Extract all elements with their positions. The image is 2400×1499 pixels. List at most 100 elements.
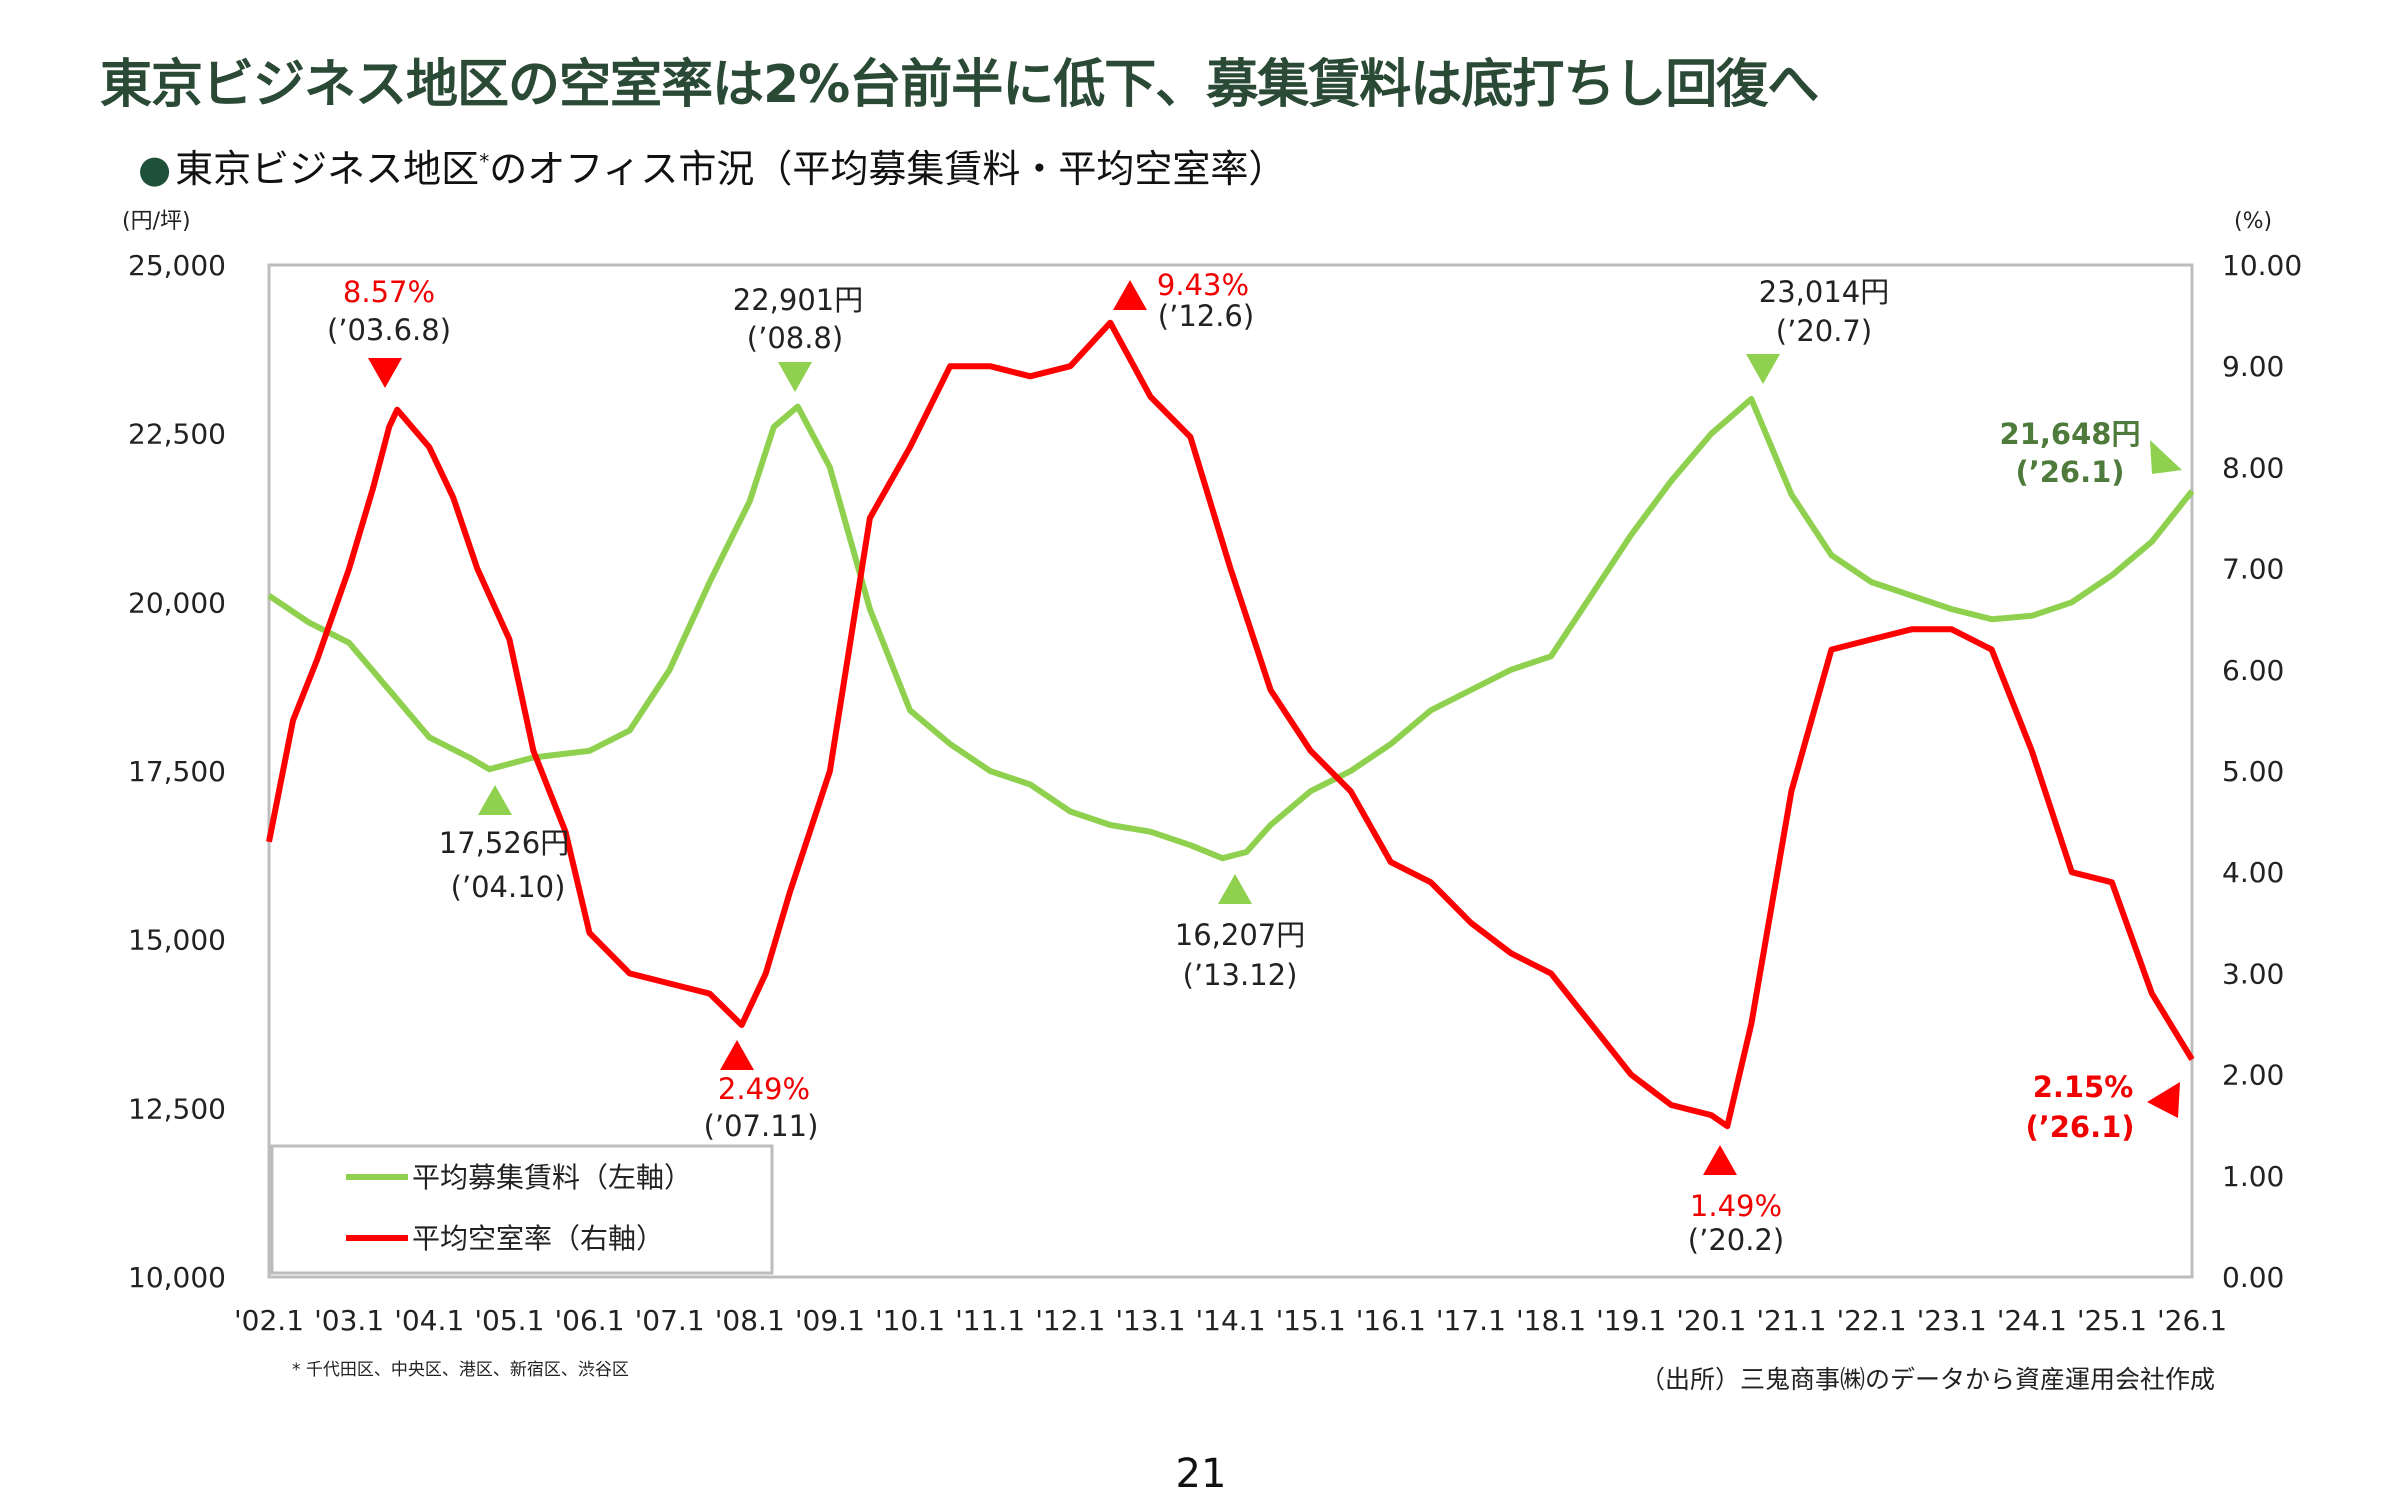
annotation-date: (’03.6.8) [327,313,451,347]
x-axis-tick-label: '06.1 [554,1304,624,1337]
annotation-vacancy-low-2007: 2.49% (’07.11) [704,1040,819,1143]
subtitle-text: 東京ビジネス地区 [175,147,480,191]
x-axis-tick-label: '08.1 [715,1304,785,1337]
right-axis-tick-label: 7.00 [2222,553,2284,586]
annotation-date: (’26.1) [2015,455,2124,489]
footnote: * 千代田区、中央区、港区、新宿区、渋谷区 [292,1360,629,1380]
chart-subtitle: ● 東京ビジネス地区*のオフィス市況（平均募集賃料・平均空室率） [138,138,1286,193]
annotation-value: 2.15% [2033,1070,2134,1104]
triangle-up-marker [478,785,512,815]
annotation-date: (’07.11) [704,1109,819,1143]
triangle-up-marker [1703,1145,1737,1175]
legend-rent-label: 平均募集賃料（左軸） [412,1161,692,1194]
x-axis-tick-label: '09.1 [795,1304,865,1337]
left-axis-tick-label: 25,000 [128,249,226,282]
annotation-value: 23,014円 [1759,275,1889,309]
bullet-icon: ● [138,147,172,191]
annotation-date: (’12.6) [1158,299,1254,333]
annotation-value: 21,648円 [2000,417,2141,451]
left-axis-unit: (円/坪) [122,209,191,234]
left-axis-tick-label: 20,000 [128,586,226,619]
plot-area [267,263,2194,1279]
vacancy-series-line [266,319,2195,1130]
annotation-date: (’08.8) [747,321,843,355]
annotation-vacancy-peak-2012: 9.43% (’12.6) [1113,268,1254,333]
right-axis-tick-label: 2.00 [2222,1059,2284,1092]
triangle-down-marker [1746,354,1780,384]
x-axis-tick-label: '04.1 [394,1304,464,1337]
annotation-date: (’20.2) [1688,1223,1784,1257]
annotation-date: (’26.1) [2025,1110,2134,1144]
annotation-value: 9.43% [1157,268,1249,302]
x-axis-tick-label: '26.1 [2157,1304,2227,1337]
annotation-value: 22,901円 [733,283,863,317]
rent-series-line [267,396,2195,862]
x-axis-tick-label: '07.1 [635,1304,705,1337]
annotation-rent-peak-2008: 22,901円 (’08.8) [733,283,863,392]
annotation-rent-low-2004: 17,526円 (’04.10) [439,785,569,904]
x-axis-tick-label: '18.1 [1516,1304,1586,1337]
annotation-rent-peak-2020: 23,014円 (’20.7) [1746,275,1889,384]
annotation-value: 1.49% [1690,1189,1782,1223]
left-axis-tick-label: 22,500 [128,418,226,451]
x-axis-tick-label: '17.1 [1436,1304,1506,1337]
annotation-value: 8.57% [343,275,435,309]
page-number: 21 [1176,1451,1227,1497]
left-axis-tick-label: 10,000 [128,1261,226,1294]
page-title: 東京ビジネス地区の空室率は2%台前半に低下、募集賃料は底打ちし回復へ [100,55,1819,115]
x-axis-tick-label: '24.1 [1997,1304,2067,1337]
triangle-down-marker [778,362,812,392]
x-axis-tick-label: '22.1 [1836,1304,1906,1337]
legend-vacancy-label: 平均空室率（右軸） [412,1222,664,1255]
x-axis-tick-label: '02.1 [234,1304,304,1337]
triangle-up-marker [720,1040,754,1070]
annotation-rent-low-2013: 16,207円 (’13.12) [1175,874,1305,992]
x-axis-tick-label: '12.1 [1035,1304,1105,1337]
triangle-marker [2147,1082,2180,1118]
x-axis-tick-label: '13.1 [1115,1304,1185,1337]
x-axis-tick-label: '15.1 [1276,1304,1346,1337]
triangle-up-marker [1218,874,1252,904]
triangle-up-marker [1113,280,1147,310]
x-axis-tick-label: '20.1 [1676,1304,1746,1337]
x-axis-tick-label: '19.1 [1596,1304,1666,1337]
annotation-date: (’04.10) [451,870,566,904]
x-axis-tick-label: '23.1 [1917,1304,1987,1337]
right-axis-unit: (%) [2234,209,2272,234]
annotation-vacancy-peak-2003: 8.57% (’03.6.8) [327,275,451,388]
annotation-value: 2.49% [718,1072,810,1106]
left-axis-tick-label: 12,500 [128,1092,226,1125]
annotation-vacancy-low-2020: 1.49% (’20.2) [1688,1145,1784,1257]
right-axis-tick-label: 9.00 [2222,350,2284,383]
annotation-date: (’13.12) [1183,958,1298,992]
left-axis-tick-label: 17,500 [128,755,226,788]
right-axis-tick-label: 6.00 [2222,654,2284,687]
x-axis-tick-label: '03.1 [314,1304,384,1337]
right-axis-tick-label: 0.00 [2222,1261,2284,1294]
right-axis-tick-label: 3.00 [2222,957,2284,990]
right-axis-tick-label: 8.00 [2222,451,2284,484]
annotation-vacancy-latest-2026: 2.15% (’26.1) [2025,1070,2180,1144]
source-note: （出所）三鬼商事㈱のデータから資産運用会社作成 [1640,1365,2215,1394]
triangle-down-marker [368,358,402,388]
annotation-date: (’20.7) [1776,314,1872,348]
x-axis-tick-label: '05.1 [474,1304,544,1337]
annotation-rent-latest-2026: 21,648円 (’26.1) [2000,417,2182,489]
subtitle-text-2: のオフィス市況（平均募集賃料・平均空室率） [489,147,1287,191]
annotation-value: 17,526円 [439,826,569,860]
right-axis-tick-label: 5.00 [2222,755,2284,788]
x-axis-tick-label: '14.1 [1195,1304,1265,1337]
right-axis-tick-label: 1.00 [2222,1160,2284,1193]
right-axis-tick-label: 4.00 [2222,856,2284,889]
chart-legend: 平均募集賃料（左軸） 平均空室率（右軸） [270,1144,774,1275]
subtitle-asterisk: * [479,149,490,174]
triangle-marker [2150,440,2182,474]
x-axis-tick-label: '16.1 [1356,1304,1426,1337]
annotation-value: 16,207円 [1175,918,1305,952]
x-axis-tick-label: '25.1 [2077,1304,2147,1337]
right-axis-tick-label: 10.00 [2222,249,2302,282]
left-axis-tick-label: 15,000 [128,924,226,957]
x-axis-tick-label: '10.1 [875,1304,945,1337]
x-axis-tick-label: '11.1 [955,1304,1025,1337]
